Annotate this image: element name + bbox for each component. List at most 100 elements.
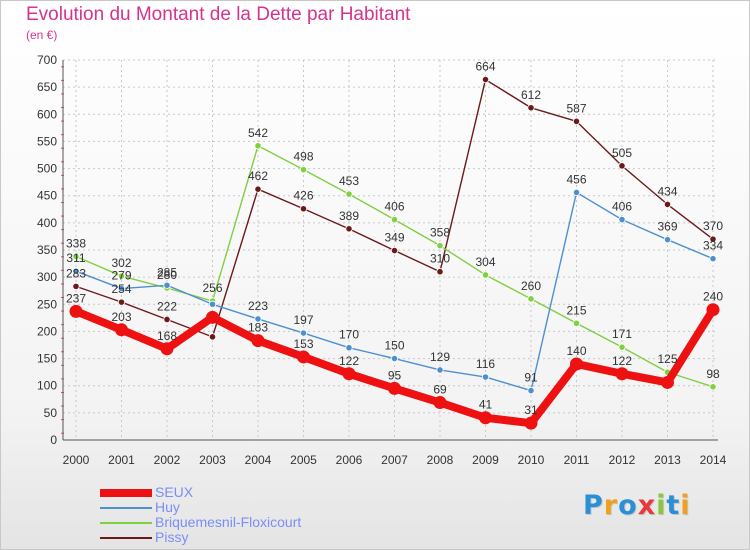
data-point-huy [663, 236, 672, 244]
data-point-huy [72, 267, 80, 275]
data-point-huy [208, 300, 217, 308]
data-point-pissy [436, 268, 444, 276]
data-label-huy: 406 [612, 200, 632, 214]
logo-letter: P [583, 490, 604, 521]
data-point-seux [160, 342, 174, 356]
logo-letter: i [656, 490, 667, 521]
data-label-pissy: 434 [657, 184, 677, 198]
data-point-huy [299, 329, 308, 337]
x-tick-label: 2011 [564, 453, 590, 467]
data-point-pissy [72, 282, 80, 290]
legend-label-briquemesnil-floxicourt: Briquemesnil-Floxicourt [155, 514, 302, 530]
data-point-pissy [572, 117, 581, 125]
data-point-seux [524, 416, 538, 430]
data-label-pissy: 389 [339, 209, 359, 223]
data-label-pissy: 587 [566, 101, 586, 115]
data-label-briquemesnil-floxicourt: 453 [339, 174, 359, 188]
data-point-huy [117, 284, 126, 293]
x-tick-label: 2004 [245, 453, 272, 467]
data-label-briquemesnil-floxicourt: 125 [657, 352, 677, 366]
data-label-pissy: 426 [293, 189, 313, 203]
logo-letter: i [680, 490, 691, 521]
data-label-seux: 140 [566, 344, 586, 358]
data-label-huy: 311 [66, 251, 85, 265]
data-point-pissy [345, 225, 353, 233]
y-tick-label: 550 [37, 134, 57, 148]
x-tick-label: 2012 [609, 453, 636, 467]
chart-title: Evolution du Montant de la Dette par Hab… [26, 4, 411, 25]
data-point-pissy [254, 185, 262, 193]
data-point-pissy [527, 104, 535, 112]
data-point-seux [388, 381, 401, 395]
data-point-pissy [618, 162, 626, 170]
logo-letter: r [603, 490, 619, 521]
data-point-huy [709, 255, 717, 263]
data-point-seux [297, 350, 310, 364]
legend-label-pissy: Pissy [155, 529, 189, 545]
data-label-pissy: 612 [521, 88, 541, 102]
y-tick-label: 200 [37, 324, 57, 338]
data-label-huy: 285 [157, 265, 177, 279]
data-point-briquemesnil-floxicourt [527, 295, 535, 303]
data-label-huy: 334 [703, 239, 723, 253]
data-label-huy: 456 [566, 172, 586, 186]
data-label-briquemesnil-floxicourt: 260 [521, 279, 541, 293]
y-tick-label: 700 [37, 53, 57, 67]
legend-swatch-huy [100, 507, 152, 509]
data-point-seux [251, 334, 265, 348]
data-label-huy: 279 [111, 269, 131, 283]
data-point-huy [436, 366, 444, 374]
data-label-briquemesnil-floxicourt: 280 [157, 268, 177, 282]
data-point-pissy [709, 235, 717, 243]
data-label-briquemesnil-floxicourt: 256 [202, 281, 222, 295]
data-point-briquemesnil-floxicourt [572, 319, 581, 327]
data-point-pissy [117, 298, 126, 306]
data-label-briquemesnil-floxicourt: 98 [706, 367, 720, 381]
x-tick-label: 2001 [108, 453, 135, 467]
data-label-briquemesnil-floxicourt: 358 [430, 226, 450, 240]
data-label-pissy: 310 [430, 252, 450, 266]
data-label-huy: 197 [293, 313, 313, 327]
data-point-seux [342, 367, 356, 381]
data-point-seux [206, 310, 219, 324]
y-tick-label: 600 [37, 107, 57, 121]
y-tick-label: 250 [37, 297, 57, 311]
data-point-huy [254, 315, 262, 323]
data-label-seux: 122 [612, 354, 632, 368]
data-point-seux [661, 375, 674, 389]
y-tick-label: 450 [37, 189, 57, 203]
data-label-huy: 91 [524, 371, 538, 385]
data-label-pissy: 370 [703, 219, 723, 233]
data-label-seux: 237 [66, 291, 86, 305]
data-point-pissy [390, 246, 399, 255]
x-tick-label: 2014 [700, 453, 727, 467]
data-point-briquemesnil-floxicourt [345, 190, 353, 198]
data-point-huy [481, 373, 490, 381]
data-label-seux: 69 [433, 383, 447, 397]
data-label-huy: 369 [657, 220, 677, 234]
x-tick-label: 2008 [427, 453, 454, 467]
logo-letter: t [666, 490, 681, 521]
data-label-seux: 183 [248, 321, 268, 335]
data-label-seux: 203 [111, 310, 131, 324]
data-point-huy [163, 281, 171, 289]
data-label-seux: 240 [703, 290, 723, 304]
data-point-huy [572, 188, 581, 197]
data-label-huy: 116 [476, 357, 495, 371]
data-label-pissy: 505 [612, 146, 632, 160]
data-point-briquemesnil-floxicourt [709, 383, 717, 391]
data-point-pissy [163, 315, 171, 324]
proxiti-logo: Proxiti [583, 490, 691, 521]
chart-subtitle: (en €) [26, 28, 58, 42]
data-point-seux [479, 411, 492, 425]
data-label-briquemesnil-floxicourt: 304 [475, 255, 495, 269]
data-point-pissy [663, 200, 672, 208]
data-label-seux: 31 [524, 403, 538, 417]
data-label-briquemesnil-floxicourt: 338 [66, 237, 86, 251]
data-point-huy [527, 386, 535, 395]
data-label-briquemesnil-floxicourt: 498 [293, 150, 313, 164]
data-point-seux [69, 304, 83, 318]
data-point-briquemesnil-floxicourt [117, 272, 126, 280]
data-label-pissy: 349 [384, 231, 404, 245]
